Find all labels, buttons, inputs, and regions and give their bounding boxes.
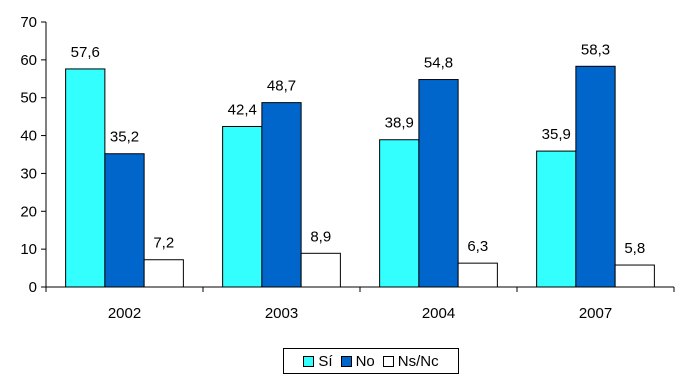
bar (379, 139, 420, 288)
legend: Sí No Ns/Nc (283, 348, 459, 374)
data-label: 5,8 (624, 240, 645, 257)
legend-item-nsnc: Ns/Nc (382, 352, 439, 370)
bar (65, 68, 106, 288)
legend-item-no: No (340, 352, 375, 370)
data-label: 58,3 (581, 41, 610, 58)
data-label: 7,2 (153, 235, 174, 252)
bar (143, 259, 184, 288)
bar (222, 125, 263, 288)
bar (614, 264, 655, 288)
legend-swatch-no (340, 355, 352, 367)
y-tick-label: 40 (20, 128, 37, 145)
bar (575, 65, 616, 288)
legend-swatch-nsnc (382, 355, 394, 367)
legend-label-si: Sí (318, 352, 333, 370)
data-label: 35,9 (542, 126, 571, 143)
y-tick-label: 60 (20, 52, 37, 69)
data-label: 57,6 (71, 44, 100, 61)
data-label: 35,2 (110, 129, 139, 146)
legend-label-nsnc: Ns/Nc (397, 352, 439, 370)
data-label: 42,4 (228, 101, 257, 118)
bar (104, 153, 145, 288)
x-tick-label: 2002 (108, 305, 141, 322)
x-tick-label: 2007 (579, 305, 612, 322)
legend-label-no: No (355, 352, 375, 370)
y-tick-label: 70 (20, 14, 37, 31)
y-tick-label: 30 (20, 165, 37, 182)
y-tick-label: 20 (20, 203, 37, 220)
x-tick-label: 2004 (422, 305, 455, 322)
data-label: 8,9 (310, 228, 331, 245)
y-tick-label: 50 (20, 90, 37, 107)
bar (536, 150, 577, 288)
y-tick-label: 0 (29, 279, 37, 296)
bar (457, 262, 498, 288)
legend-item-si: Sí (303, 352, 333, 370)
bar (418, 79, 459, 288)
legend-swatch-si (303, 355, 315, 367)
y-tick-label: 10 (20, 241, 37, 258)
x-tick-label: 2003 (265, 305, 298, 322)
data-label: 38,9 (385, 115, 414, 132)
data-label: 54,8 (424, 55, 453, 72)
data-label: 48,7 (267, 78, 296, 95)
data-label: 6,3 (467, 238, 488, 255)
bar (261, 102, 302, 288)
chart-canvas: 0 10 20 30 40 50 60 70 2002 57,6 35,2 7,2 2003 42,4 48… (20, 14, 675, 322)
bar (300, 252, 341, 288)
